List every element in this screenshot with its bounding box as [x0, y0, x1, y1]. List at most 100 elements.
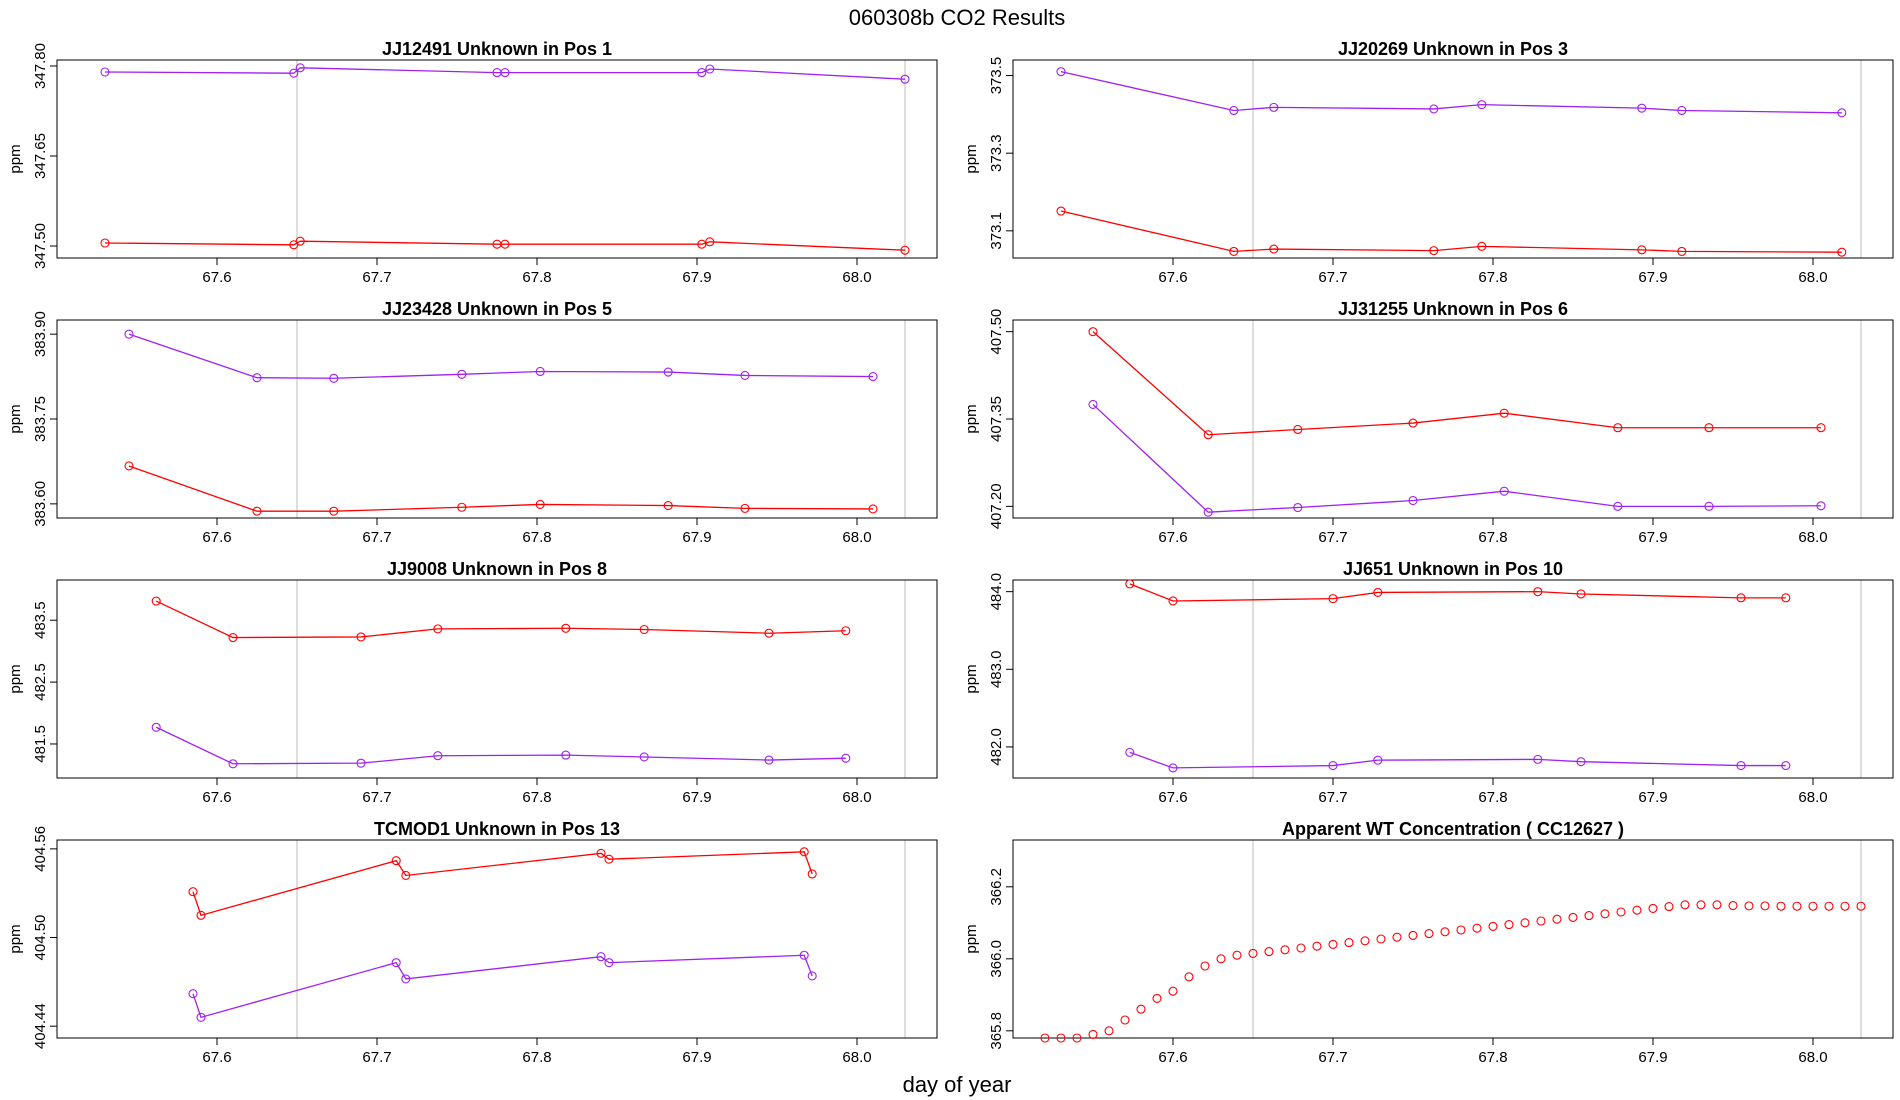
- data-point: [500, 68, 510, 78]
- data-point: [295, 63, 305, 73]
- y-tick-label: 366.0: [988, 940, 1005, 978]
- y-tick-label: 383.60: [32, 481, 49, 527]
- data-point: [1120, 1015, 1130, 1025]
- data-point: [868, 372, 878, 382]
- y-axis-label: ppm: [963, 924, 980, 953]
- x-tick-label: 68.0: [1798, 789, 1827, 806]
- x-tick-label: 67.6: [202, 789, 231, 806]
- y-axis-label: ppm: [7, 924, 24, 953]
- panel-title: JJ9008 Unknown in Pos 8: [387, 559, 607, 579]
- data-point: [1648, 903, 1658, 913]
- data-point: [329, 373, 339, 383]
- data-point: [252, 506, 262, 516]
- data-point: [1125, 579, 1135, 589]
- series-line: [1129, 583, 1786, 602]
- x-tick-label: 68.0: [842, 269, 871, 286]
- x-tick-label: 67.6: [202, 269, 231, 286]
- data-point: [457, 369, 467, 379]
- y-tick-label: 366.2: [988, 868, 1005, 906]
- y-tick-label: 365.8: [988, 1012, 1005, 1050]
- data-point: [1704, 423, 1714, 433]
- data-point: [740, 370, 750, 380]
- data-point: [1152, 993, 1162, 1003]
- data-point: [639, 752, 649, 762]
- series-1: [100, 63, 910, 84]
- data-point: [196, 1012, 206, 1022]
- y-tick-label: 404.56: [32, 826, 49, 872]
- data-point: [1328, 939, 1338, 949]
- x-tick-label: 67.8: [522, 789, 551, 806]
- data-point: [1088, 327, 1098, 337]
- y-tick-label: 347.50: [32, 223, 49, 269]
- data-point: [1712, 900, 1722, 910]
- x-tick-label: 67.9: [682, 269, 711, 286]
- data-point: [100, 238, 110, 248]
- data-point: [1616, 907, 1626, 917]
- panel-3: JJ23428 Unknown in Pos 5 67.6 67.7 67.8 67.9…: [7, 299, 938, 546]
- data-point: [1477, 100, 1487, 110]
- data-point: [401, 974, 411, 984]
- series-line: [1060, 71, 1842, 114]
- data-point: [697, 239, 707, 249]
- data-point: [1373, 755, 1383, 765]
- x-tick-label: 67.9: [1638, 789, 1667, 806]
- data-point: [295, 236, 305, 246]
- x-axis-label: day of year: [903, 1072, 1012, 1097]
- data-point: [1408, 495, 1418, 506]
- data-point: [188, 989, 198, 999]
- x-tick-label: 67.6: [1158, 269, 1187, 286]
- data-point: [1837, 108, 1847, 118]
- data-point: [1216, 954, 1226, 964]
- series-1: [188, 847, 817, 920]
- x-tick-label: 67.6: [202, 1049, 231, 1066]
- data-point: [1293, 424, 1303, 435]
- series-1: [151, 596, 851, 643]
- data-point: [604, 854, 614, 864]
- x-tick-label: 67.7: [1318, 1049, 1347, 1066]
- panel-title: Apparent WT Concentration ( CC12627 ): [1282, 819, 1624, 839]
- x-tick-label: 67.9: [1638, 529, 1667, 546]
- series-2: [188, 950, 817, 1022]
- plot-frame: [1012, 59, 1894, 259]
- x-tick-label: 67.7: [362, 789, 391, 806]
- data-point: [1293, 502, 1303, 513]
- x-tick-label: 67.8: [522, 269, 551, 286]
- data-point: [697, 68, 707, 78]
- data-point: [1792, 901, 1802, 911]
- plot-frame: [56, 59, 938, 259]
- series-2: [1088, 399, 1826, 517]
- data-point: [705, 237, 715, 247]
- panel-8: Apparent WT Concentration ( CC12627 ) 67.…: [963, 819, 1894, 1066]
- data-point: [1781, 761, 1791, 771]
- data-point: [289, 68, 299, 78]
- data-point: [1760, 901, 1770, 911]
- series-line: [155, 726, 846, 765]
- data-point: [1200, 961, 1210, 971]
- x-tick-label: 68.0: [1798, 269, 1827, 286]
- data-point: [100, 67, 110, 77]
- x-tick-label: 67.7: [362, 269, 391, 286]
- panel-title: JJ12491 Unknown in Pos 1: [382, 39, 612, 59]
- series-line: [104, 240, 906, 251]
- data-point: [1584, 911, 1594, 921]
- figure-title: 060308b CO2 Results: [849, 5, 1065, 30]
- data-point: [1816, 501, 1826, 511]
- series-line: [192, 851, 813, 917]
- data-point: [1837, 247, 1847, 257]
- data-point: [1125, 747, 1135, 757]
- x-tick-label: 68.0: [842, 1049, 871, 1066]
- panel-4: JJ31255 Unknown in Pos 6 67.6 67.7 67.8 67.9…: [963, 299, 1894, 546]
- x-tick-label: 67.6: [202, 529, 231, 546]
- data-point: [1613, 501, 1623, 511]
- data-point: [228, 759, 238, 769]
- data-point: [868, 504, 878, 514]
- data-point: [1232, 950, 1242, 960]
- data-point: [1184, 972, 1194, 982]
- data-point: [1168, 763, 1178, 773]
- data-point: [1269, 102, 1279, 112]
- series-2: [100, 236, 910, 255]
- x-tick-label: 67.9: [1638, 269, 1667, 286]
- data-point: [799, 950, 809, 960]
- data-point: [663, 367, 673, 377]
- data-point: [1056, 1033, 1066, 1043]
